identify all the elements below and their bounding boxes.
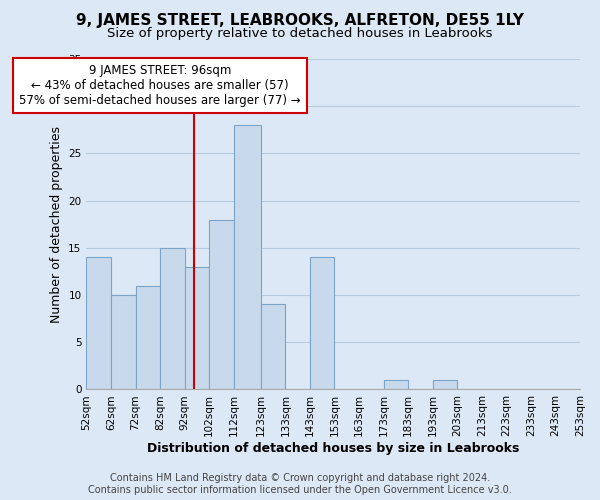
- Bar: [185, 266, 209, 390]
- Bar: [86, 258, 111, 390]
- Bar: [261, 304, 286, 390]
- Bar: [234, 125, 261, 390]
- Bar: [310, 258, 334, 390]
- Bar: [383, 380, 408, 390]
- Text: Size of property relative to detached houses in Leabrooks: Size of property relative to detached ho…: [107, 28, 493, 40]
- Bar: [136, 286, 160, 390]
- Bar: [209, 220, 234, 390]
- Bar: [111, 295, 136, 390]
- Bar: [433, 380, 457, 390]
- Text: 9 JAMES STREET: 96sqm
← 43% of detached houses are smaller (57)
57% of semi-deta: 9 JAMES STREET: 96sqm ← 43% of detached …: [19, 64, 301, 106]
- Text: Contains HM Land Registry data © Crown copyright and database right 2024.
Contai: Contains HM Land Registry data © Crown c…: [88, 474, 512, 495]
- Bar: [160, 248, 185, 390]
- Text: 9, JAMES STREET, LEABROOKS, ALFRETON, DE55 1LY: 9, JAMES STREET, LEABROOKS, ALFRETON, DE…: [76, 12, 524, 28]
- Y-axis label: Number of detached properties: Number of detached properties: [50, 126, 63, 322]
- X-axis label: Distribution of detached houses by size in Leabrooks: Distribution of detached houses by size …: [147, 442, 520, 455]
